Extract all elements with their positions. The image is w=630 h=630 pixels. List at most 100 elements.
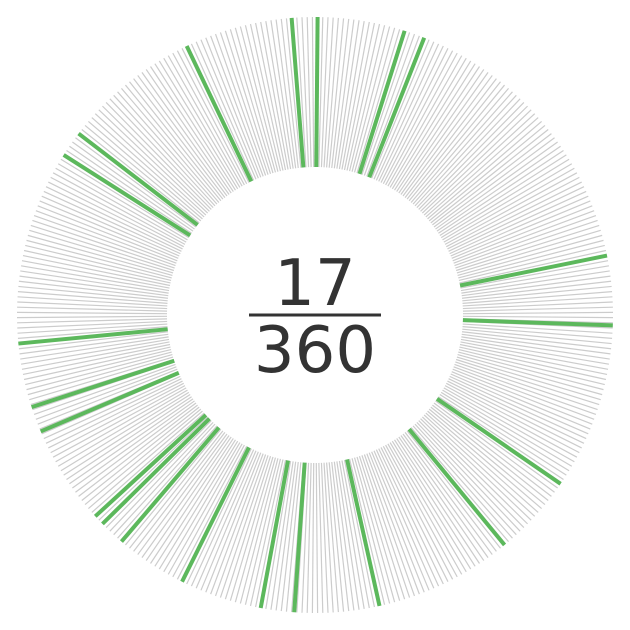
segment-line <box>448 186 585 252</box>
segment-line <box>88 410 203 509</box>
highlight-line <box>18 327 168 346</box>
segment-line <box>21 260 170 289</box>
segment-line <box>17 301 168 310</box>
segment-line <box>190 449 255 587</box>
segment-line <box>37 205 178 262</box>
segment-line <box>176 50 248 184</box>
segment-line <box>375 43 440 181</box>
segment-line <box>141 435 230 558</box>
highlight-line <box>289 17 306 168</box>
segment-line <box>423 414 536 517</box>
segment-line <box>453 210 595 264</box>
segment-line <box>29 229 174 274</box>
segment-line <box>285 462 302 612</box>
segment-line <box>462 306 613 312</box>
segment-line <box>154 439 236 567</box>
segment-line <box>35 210 177 264</box>
segment-line <box>75 402 197 493</box>
segment-line <box>410 88 509 203</box>
segment-line <box>428 408 546 506</box>
segment-line <box>443 387 575 463</box>
segment-line <box>385 52 458 186</box>
segment-line <box>129 430 224 549</box>
segment-line <box>50 176 184 248</box>
segment-line <box>368 452 425 593</box>
segment-line <box>416 421 521 532</box>
segment-line <box>37 368 178 425</box>
segment-line <box>414 423 517 536</box>
segment-line <box>353 27 396 173</box>
segment-line <box>55 167 187 243</box>
segment-line <box>432 133 552 226</box>
segment-line <box>190 43 255 181</box>
segment-line <box>421 416 532 521</box>
segment-line <box>186 448 252 585</box>
segment-line <box>421 109 532 214</box>
segment-line <box>18 331 169 350</box>
segment-line <box>109 421 214 532</box>
segment-line <box>78 404 198 497</box>
segment-line <box>124 84 222 202</box>
segment-line <box>22 255 171 287</box>
segment-line <box>446 176 580 248</box>
segment-line <box>462 285 612 302</box>
segment-line <box>444 385 578 458</box>
segment-line <box>462 328 612 345</box>
segment-line <box>181 48 250 183</box>
highlight-line <box>119 426 221 543</box>
segment-line <box>18 280 169 299</box>
highlight-lines <box>18 16 613 613</box>
highlight-line <box>357 30 407 175</box>
segment-line <box>458 348 605 386</box>
segment-line <box>45 378 182 444</box>
highlight-line <box>459 253 608 288</box>
segment-line <box>460 265 610 292</box>
segment-line <box>455 361 598 411</box>
segment-line <box>462 315 613 319</box>
segment-line <box>323 17 334 168</box>
segment-line <box>260 21 289 170</box>
segment-line <box>137 75 228 197</box>
highlight-line <box>93 413 208 518</box>
segment-line <box>433 137 555 228</box>
segment-line <box>20 270 169 294</box>
highlight-line <box>184 45 254 183</box>
highlight-line <box>407 427 507 547</box>
segment-line <box>396 438 480 564</box>
segment-line <box>48 181 183 250</box>
segment-line <box>462 311 613 315</box>
segment-line <box>105 102 212 210</box>
segment-line <box>457 234 603 277</box>
segment-line <box>255 459 287 608</box>
segment-line <box>249 23 284 171</box>
segment-line <box>410 427 509 542</box>
segment-line <box>229 29 274 174</box>
segment-line <box>150 438 234 564</box>
segment-line <box>27 234 173 277</box>
segment-line <box>17 320 168 329</box>
segment-line <box>17 318 168 324</box>
segment-line <box>435 400 558 489</box>
segment-line <box>105 420 212 528</box>
highlight-line <box>62 153 192 238</box>
segment-line <box>210 453 264 595</box>
segment-line <box>455 219 598 269</box>
segment-line <box>457 353 603 396</box>
segment-line <box>176 446 248 580</box>
segment-line <box>440 391 570 472</box>
segment-line <box>109 98 214 209</box>
segment-line <box>430 129 549 224</box>
segment-line <box>17 323 168 334</box>
segment-line <box>124 428 222 546</box>
segment-line <box>318 462 324 613</box>
segment-line <box>331 461 350 612</box>
segment-line <box>72 400 195 489</box>
segment-line <box>436 145 561 232</box>
segment-line <box>200 39 259 179</box>
segment-line <box>452 205 593 262</box>
segment-line <box>420 418 528 525</box>
segment-line <box>275 19 297 169</box>
segment-line <box>98 416 209 521</box>
highlight-line <box>314 16 320 168</box>
segment-line <box>363 454 416 597</box>
